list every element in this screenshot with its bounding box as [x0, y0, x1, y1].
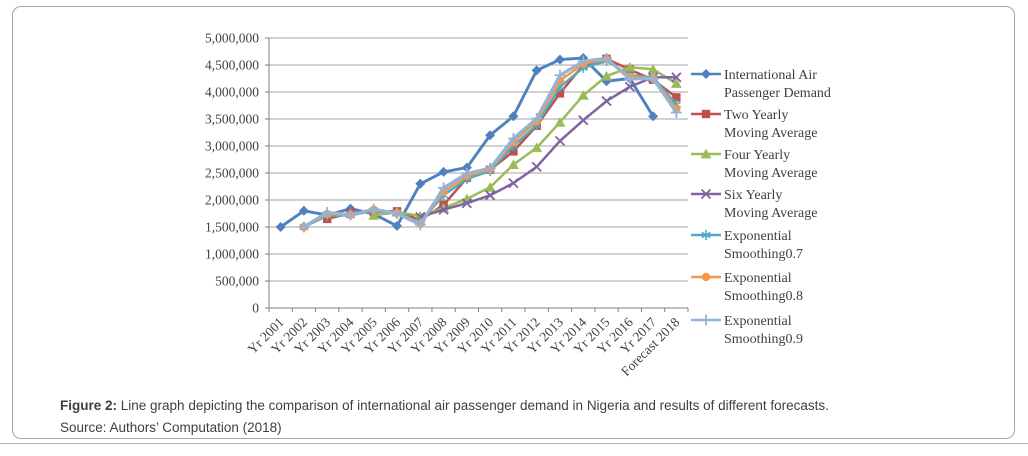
figure-caption-label: Figure 2: [60, 398, 118, 413]
y-axis-label: 5,000,000 [205, 31, 259, 46]
bottom-divider [0, 443, 1028, 444]
y-axis-label: 2,500,000 [205, 166, 259, 181]
legend-entry-six-yearly-moving-average: Six Yearly Moving Average [691, 188, 817, 221]
circle-marker-icon [701, 272, 711, 282]
y-axis-label: 1,000,000 [205, 247, 259, 262]
legend-entry-exponential-smoothing0-9: Exponential Smoothing0.9 [691, 314, 803, 347]
legend-entry-two-yearly-moving-average: Two Yearly Moving Average [691, 108, 817, 141]
series-exponential-smoothing0-7 [299, 55, 681, 232]
legend-label: Six Yearly [724, 188, 782, 203]
legend-label: International Air [724, 68, 817, 83]
legend: International Air Passenger Demand Two Yea… [691, 68, 831, 347]
legend-label: Four Yearly [724, 148, 790, 163]
legend-label: Moving Average [724, 206, 817, 221]
legend-label: Moving Average [724, 126, 817, 141]
line-chart: 0 500,000 1,000,000 1,500,000 2,000,000 2,500… [205, 31, 831, 379]
legend-label: Exponential [724, 271, 792, 286]
figure-source: Source: Authors’ Computation (2018) [60, 420, 282, 435]
y-axis-label: 4,000,000 [205, 85, 259, 100]
figure-caption-block: Figure 2: Line graph depicting the compa… [60, 395, 980, 439]
legend-label: Two Yearly [724, 108, 788, 123]
asterisk-marker-icon [701, 230, 711, 240]
y-axis-label: 500,000 [215, 274, 259, 289]
legend-label: Passenger Demand [724, 86, 831, 101]
plus-marker-icon [700, 314, 712, 326]
legend-label: Smoothing0.7 [724, 247, 803, 262]
y-axis-label: 4,500,000 [205, 58, 259, 73]
legend-entry-exponential-smoothing0-7: Exponential Smoothing0.7 [691, 229, 803, 262]
legend-label: Exponential [724, 314, 792, 329]
y-axis-label: 3,000,000 [205, 139, 259, 154]
figure-panel: 0 500,000 1,000,000 1,500,000 2,000,000 2,500… [12, 6, 1015, 439]
legend-entry-four-yearly-moving-average: Four Yearly Moving Average [691, 148, 817, 181]
x-marker-icon [700, 188, 712, 200]
y-axis: 0 500,000 1,000,000 1,500,000 2,000,000 2,500… [205, 31, 270, 316]
legend-entry-international-air-passenger-demand: International Air Passenger Demand [691, 68, 831, 101]
y-axis-label: 1,500,000 [205, 220, 259, 235]
y-axis-label: 0 [252, 301, 259, 316]
series-exponential-smoothing0-8 [299, 54, 681, 232]
legend-entry-exponential-smoothing0-8: Exponential Smoothing0.8 [691, 271, 803, 304]
legend-label: Smoothing0.8 [724, 289, 803, 304]
figure-caption-text: Line graph depicting the comparison of i… [117, 398, 829, 413]
y-axis-label: 3,500,000 [205, 112, 259, 127]
triangle-marker-icon [700, 148, 712, 159]
legend-label: Smoothing0.9 [724, 332, 803, 347]
diamond-marker-icon [701, 69, 711, 79]
figure-caption: Figure 2: Line graph depicting the compa… [60, 395, 980, 417]
series-exponential-smoothing0-9 [298, 52, 682, 233]
legend-label: Exponential [724, 229, 792, 244]
y-axis-label: 2,000,000 [205, 193, 259, 208]
legend-label: Moving Average [724, 166, 817, 181]
square-marker-icon [701, 109, 711, 119]
